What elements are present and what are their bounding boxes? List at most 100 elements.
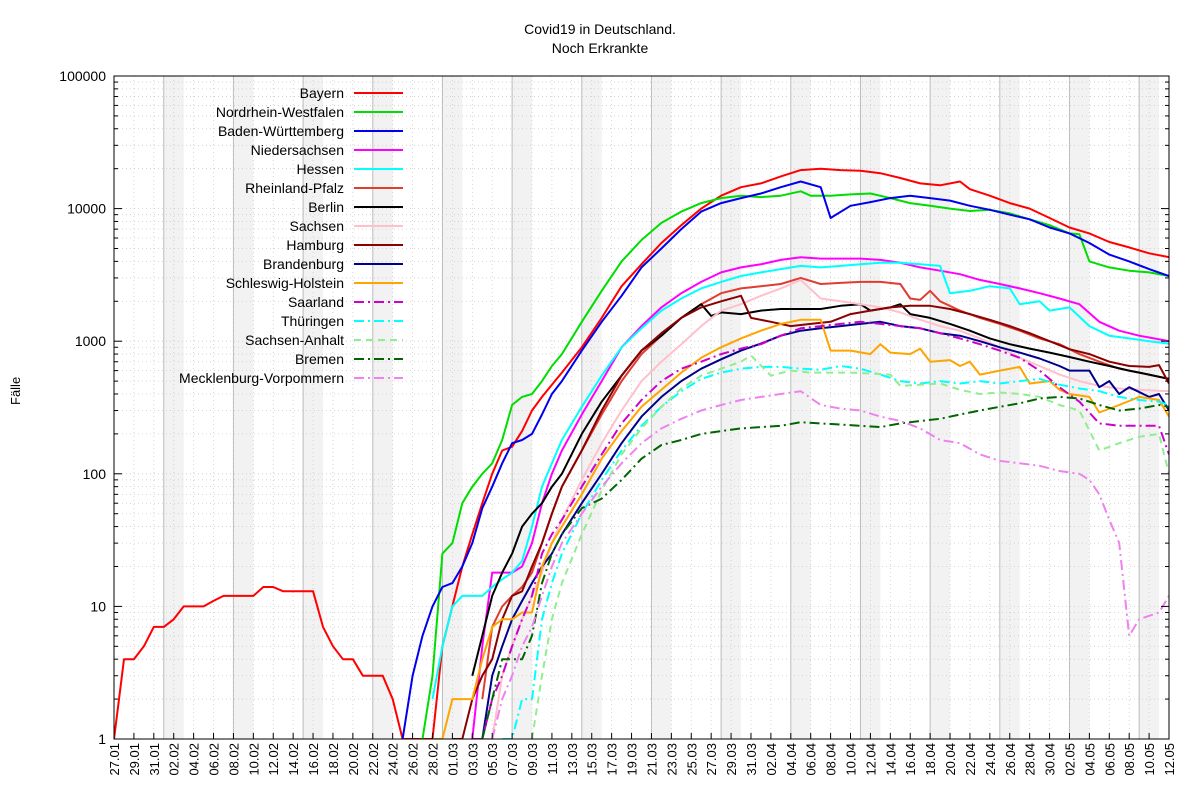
x-tick-label: 31.01 bbox=[147, 743, 162, 776]
x-tick-label: 08.04 bbox=[824, 743, 839, 776]
series-line-bremen bbox=[481, 395, 1169, 739]
x-tick-label: 02.05 bbox=[1062, 743, 1077, 776]
x-tick-label: 22.04 bbox=[963, 743, 978, 776]
x-tick-label: 12.02 bbox=[266, 743, 281, 776]
weekend-band bbox=[233, 76, 254, 739]
legend-label-sachsen-anhalt: Sachsen-Anhalt bbox=[245, 332, 344, 348]
chart-title: Covid19 in Deutschland. bbox=[524, 21, 676, 37]
x-tick-label: 28.02 bbox=[425, 743, 440, 776]
x-tick-label: 22.02 bbox=[366, 743, 381, 776]
x-tick-label: 20.02 bbox=[346, 743, 361, 776]
series-line-niedersachsen bbox=[471, 256, 1169, 739]
x-tick-label: 02.02 bbox=[167, 743, 182, 776]
x-tick-label: 15.03 bbox=[585, 743, 600, 776]
y-tick-label: 100000 bbox=[59, 68, 106, 84]
x-tick-label: 11.03 bbox=[545, 743, 560, 775]
weekend-band bbox=[721, 76, 742, 739]
series-line-hamburg bbox=[452, 294, 1169, 739]
series-line-th-ringen bbox=[502, 365, 1169, 739]
x-tick-label: 04.02 bbox=[187, 743, 202, 776]
x-tick-label: 31.03 bbox=[744, 743, 759, 776]
y-tick-label: 10 bbox=[90, 598, 106, 614]
legend-label-brandenburg: Brandenburg bbox=[263, 256, 344, 272]
x-tick-label: 13.03 bbox=[565, 743, 580, 776]
x-tick-label: 29.03 bbox=[724, 743, 739, 776]
y-tick-label: 10000 bbox=[67, 201, 106, 217]
legend-label-th-ringen: Thüringen bbox=[281, 313, 344, 329]
weekend-band bbox=[999, 76, 1020, 739]
series-line-berlin bbox=[471, 303, 1169, 676]
legend-label-bayern: Bayern bbox=[300, 85, 344, 101]
x-tick-label: 12.04 bbox=[863, 743, 878, 776]
legend-label-niedersachsen: Niedersachsen bbox=[251, 142, 344, 158]
x-tick-label: 05.03 bbox=[485, 743, 500, 776]
series-line-mecklenburg-vorpommern bbox=[491, 390, 1169, 739]
series-line-sachsen-anhalt bbox=[531, 354, 1169, 739]
x-tick-label: 02.04 bbox=[764, 743, 779, 776]
axes: 1 10 100 1000 10000 100000 27.01 29.01 31.01 02.0… bbox=[59, 68, 1177, 776]
x-tick-label: 06.05 bbox=[1102, 743, 1117, 776]
series-line-saarland bbox=[472, 320, 1169, 739]
weekend-band bbox=[163, 76, 184, 739]
x-tick-label: 06.04 bbox=[804, 743, 819, 776]
legend-label-baden-w-rttemberg: Baden-Württemberg bbox=[218, 123, 344, 139]
legend-label-hessen: Hessen bbox=[297, 161, 344, 177]
x-tick-label: 19.03 bbox=[625, 743, 640, 776]
x-tick-label: 16.04 bbox=[903, 743, 918, 776]
series-line-brandenburg bbox=[472, 320, 1169, 739]
x-tick-label: 27.01 bbox=[107, 743, 122, 776]
plot-frame bbox=[113, 75, 1170, 740]
weekend-band bbox=[930, 76, 951, 739]
legend-label-bremen: Bremen bbox=[295, 351, 344, 367]
legend-label-mecklenburg-vorpommern: Mecklenburg-Vorpommern bbox=[179, 370, 344, 386]
x-tick-label: 26.02 bbox=[406, 743, 421, 776]
x-tick-label: 03.03 bbox=[465, 743, 480, 776]
x-tick-label: 17.03 bbox=[605, 743, 620, 776]
x-tick-label: 25.03 bbox=[684, 743, 699, 776]
weekend-band bbox=[303, 76, 324, 739]
x-tick-label: 08.05 bbox=[1122, 743, 1137, 776]
y-tick-label: 1000 bbox=[75, 333, 106, 349]
x-tick-label: 14.02 bbox=[286, 743, 301, 776]
weekend-band bbox=[372, 76, 393, 739]
x-tick-label: 14.04 bbox=[883, 743, 898, 776]
x-tick-label: 26.04 bbox=[1003, 743, 1018, 776]
series-lines bbox=[114, 167, 1169, 739]
chart-subtitle: Noch Erkrankte bbox=[551, 40, 649, 56]
x-tick-label: 04.04 bbox=[784, 743, 799, 776]
legend-label-berlin: Berlin bbox=[308, 199, 344, 215]
legend-label-hamburg: Hamburg bbox=[286, 237, 344, 253]
legend-label-sachsen: Sachsen bbox=[290, 218, 344, 234]
series-line-bayern bbox=[114, 167, 1169, 739]
legend-label-schleswig-holstein: Schleswig-Holstein bbox=[226, 275, 344, 291]
x-tick-label: 12.05 bbox=[1162, 743, 1177, 776]
x-tick-label: 18.04 bbox=[923, 743, 938, 776]
x-tick-label: 10.05 bbox=[1142, 743, 1157, 776]
x-tick-label: 29.01 bbox=[127, 743, 142, 776]
legend: Bayern Nordrhein-Westfalen Baden-Württembe… bbox=[179, 85, 403, 386]
x-tick-label: 10.04 bbox=[844, 743, 859, 776]
legend-label-nordrhein-westfalen: Nordrhein-Westfalen bbox=[216, 104, 344, 120]
weekend-band bbox=[790, 76, 811, 739]
x-tick-label: 24.04 bbox=[983, 743, 998, 776]
x-tick-label: 21.03 bbox=[644, 743, 659, 776]
x-tick-label: 24.02 bbox=[386, 743, 401, 776]
y-tick-label: 100 bbox=[83, 466, 107, 482]
weekend-band bbox=[581, 76, 602, 739]
series-line-hessen bbox=[431, 261, 1169, 700]
x-tick-label: 28.04 bbox=[1023, 743, 1038, 776]
weekend-band bbox=[512, 76, 533, 739]
weekend-band bbox=[442, 76, 463, 739]
x-tick-label: 09.03 bbox=[525, 743, 540, 776]
x-tick-label: 18.02 bbox=[326, 743, 341, 776]
x-tick-label: 04.05 bbox=[1082, 743, 1097, 776]
x-tick-label: 16.02 bbox=[306, 743, 321, 776]
weekend-band bbox=[1069, 76, 1090, 739]
x-tick-label: 10.02 bbox=[246, 743, 261, 776]
x-tick-label: 20.04 bbox=[943, 743, 958, 776]
weekend-band bbox=[860, 76, 881, 739]
x-tick-label: 06.02 bbox=[207, 743, 222, 776]
y-tick-label: 1 bbox=[98, 731, 106, 747]
legend-label-saarland: Saarland bbox=[288, 294, 344, 310]
